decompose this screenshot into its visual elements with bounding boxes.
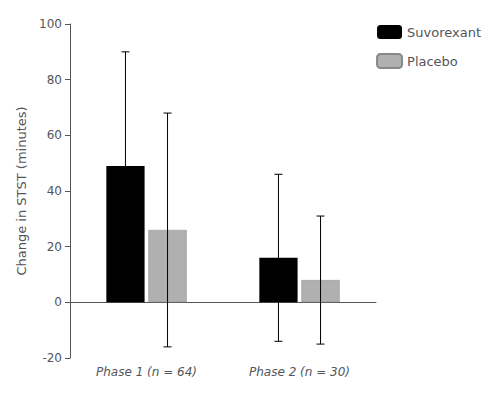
svg-text:Change in STST (minutes): Change in STST (minutes) <box>14 106 29 275</box>
svg-text:Suvorexant: Suvorexant <box>407 25 481 40</box>
svg-text:-20: -20 <box>42 351 62 365</box>
svg-text:Placebo: Placebo <box>407 54 458 69</box>
svg-text:Phase 2 (n = 30): Phase 2 (n = 30) <box>249 365 350 379</box>
svg-text:Phase 1 (n = 64): Phase 1 (n = 64) <box>96 365 197 379</box>
svg-text:60: 60 <box>47 128 62 142</box>
svg-text:0: 0 <box>54 295 62 309</box>
svg-text:100: 100 <box>39 17 62 31</box>
svg-text:40: 40 <box>47 184 62 198</box>
svg-text:80: 80 <box>47 73 62 87</box>
svg-text:20: 20 <box>47 240 62 254</box>
